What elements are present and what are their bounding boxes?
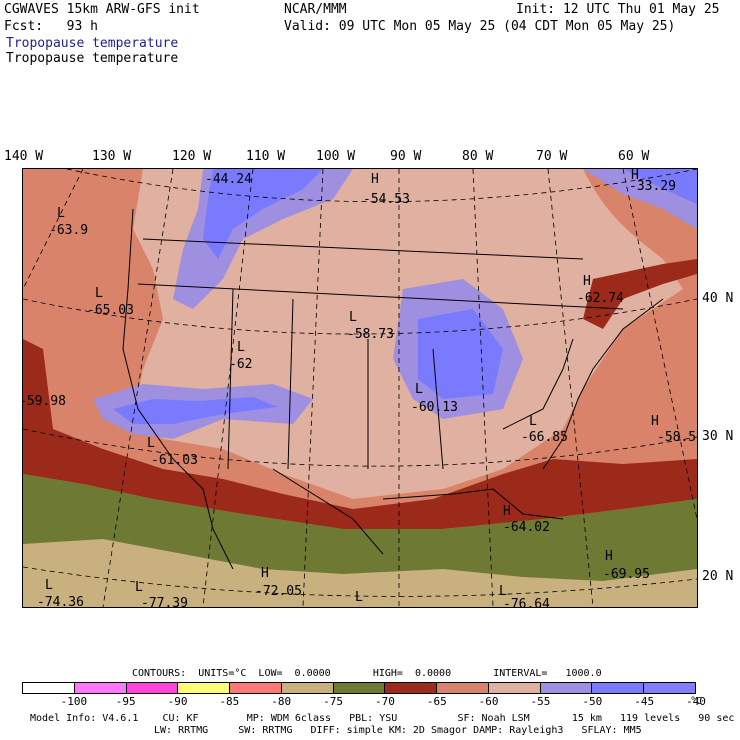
map-label: -54.53 bbox=[363, 192, 410, 207]
map-label: H bbox=[503, 504, 511, 519]
colorbar-tick-label: -75 bbox=[323, 695, 343, 708]
map-label: -65.03 bbox=[87, 303, 134, 318]
field-tan bbox=[23, 539, 697, 607]
map-label: L bbox=[237, 340, 245, 355]
colorbar-swatch bbox=[126, 683, 179, 693]
colorbar-swatch bbox=[385, 683, 438, 693]
colorbar-tick-label: -55 bbox=[530, 695, 551, 708]
map-label: -77.39 bbox=[141, 596, 188, 608]
colorbar-swatch bbox=[281, 683, 334, 693]
colorbar-swatch bbox=[230, 683, 282, 693]
colorbar-tick-label: -70 bbox=[374, 695, 395, 708]
init-time: Init: 12 UTC Thu 01 May 25 bbox=[516, 2, 720, 17]
map-label: -74.36 bbox=[37, 595, 84, 608]
lat-label: 30 N bbox=[702, 429, 734, 444]
colorbar-swatch bbox=[644, 683, 695, 693]
colorbar-tick-label: -65 bbox=[426, 695, 447, 708]
lon-label: 140 W bbox=[4, 149, 44, 164]
colorbar-swatch bbox=[333, 683, 386, 693]
map-label: L bbox=[147, 436, 155, 451]
map-label: H bbox=[261, 566, 269, 581]
model-info: Model Info: V4.6.1 CU: KF MP: WDM 6class… bbox=[30, 713, 735, 724]
map-label: H bbox=[371, 172, 379, 187]
forecast-hour: Fcst: 93 h bbox=[4, 19, 98, 34]
field-darkred bbox=[23, 339, 697, 529]
colorbar-tick-label: -80 bbox=[271, 695, 292, 708]
physics-info: LW: RRTMG SW: RRTMG DIFF: simple KM: 2D … bbox=[154, 725, 642, 736]
colorbar-swatch bbox=[488, 683, 541, 693]
map-label: -72.05 bbox=[255, 584, 302, 599]
colorbar-tick-label: -40 bbox=[686, 695, 706, 708]
colorbar-tick-label: -60 bbox=[478, 695, 499, 708]
map-label: -44.24 bbox=[205, 172, 252, 187]
field-blue-top bbox=[203, 169, 323, 259]
model-title: CGWAVES 15km ARW-GFS init bbox=[4, 2, 200, 17]
field-blue-west-core bbox=[113, 397, 278, 424]
map-field bbox=[23, 169, 697, 607]
colorbar-swatch bbox=[178, 683, 231, 693]
center-label: NCAR/MMM bbox=[284, 2, 347, 17]
colorbar-swatch bbox=[437, 683, 489, 693]
colorbar-swatch bbox=[23, 683, 75, 693]
colorbar-swatch bbox=[74, 683, 127, 693]
lat-label: 40 N bbox=[702, 291, 734, 306]
map-label: -64.02 bbox=[503, 520, 550, 535]
valid-time: Valid: 09 UTC Mon 05 May 25 (04 CDT Mon … bbox=[284, 19, 676, 34]
lon-label: 120 W bbox=[172, 149, 212, 164]
map-label: L bbox=[415, 382, 423, 397]
lon-label: 80 W bbox=[462, 149, 494, 164]
colorbar bbox=[22, 682, 696, 694]
lon-label: 130 W bbox=[92, 149, 132, 164]
colorbar-tick-label: -100 bbox=[60, 695, 88, 708]
map-label: -62.74 bbox=[577, 291, 624, 306]
colorbar-tick-label: -50 bbox=[582, 695, 603, 708]
field-title-blue: Tropopause temperature bbox=[6, 36, 179, 51]
map-label: -69.95 bbox=[603, 567, 650, 582]
map-label: -58.5 bbox=[657, 430, 697, 445]
map-label: -59.98 bbox=[22, 394, 66, 409]
field-darkred-ne bbox=[583, 259, 697, 329]
colorbar-swatch bbox=[592, 683, 645, 693]
map-label: L bbox=[135, 580, 143, 595]
map-label: L bbox=[95, 286, 103, 301]
colorbar-tick-label: -85 bbox=[219, 695, 240, 708]
lon-label: 60 W bbox=[618, 149, 650, 164]
lon-label: 100 W bbox=[316, 149, 356, 164]
contours-info: CONTOURS: UNITS=°C LOW= 0.0000 HIGH= 0.0… bbox=[132, 668, 602, 679]
map-label: L bbox=[499, 584, 507, 599]
map-label: -60.13 bbox=[411, 400, 458, 415]
colorbar-tick-label: -90 bbox=[167, 695, 188, 708]
lon-label: 110 W bbox=[246, 149, 286, 164]
colorbar-unit: °C bbox=[690, 696, 703, 707]
map-label: L bbox=[529, 414, 537, 429]
map-label: -66.85 bbox=[521, 430, 568, 445]
map-label: H bbox=[583, 274, 591, 289]
field-blue-northeast-core bbox=[623, 169, 697, 204]
map-label: -62 bbox=[229, 357, 253, 372]
field-title: Tropopause temperature bbox=[6, 51, 179, 66]
map-label: -76.64 bbox=[503, 597, 550, 608]
map-label: -63.9 bbox=[49, 223, 89, 238]
map-label: H bbox=[631, 168, 639, 183]
map-label: L bbox=[349, 310, 357, 325]
lon-label: 70 W bbox=[536, 149, 568, 164]
map-label: L bbox=[45, 578, 53, 593]
map-label: -58.73 bbox=[347, 327, 394, 342]
colorbar-swatch bbox=[540, 683, 593, 693]
map-label: -61.03 bbox=[151, 453, 198, 468]
map-label: L bbox=[57, 206, 65, 221]
lat-label: 20 N bbox=[702, 569, 734, 584]
tropopause-temperature-map: -44.24 H -54.53 H -33.29 L -63.9 L -65.0… bbox=[22, 168, 698, 608]
map-label: L bbox=[355, 590, 363, 605]
colorbar-tick-label: -95 bbox=[115, 695, 136, 708]
map-label: H bbox=[651, 414, 659, 429]
colorbar-tick-label: -45 bbox=[634, 695, 655, 708]
map-label: -33.29 bbox=[629, 179, 676, 194]
lon-label: 90 W bbox=[390, 149, 422, 164]
map-label: H bbox=[605, 549, 613, 564]
